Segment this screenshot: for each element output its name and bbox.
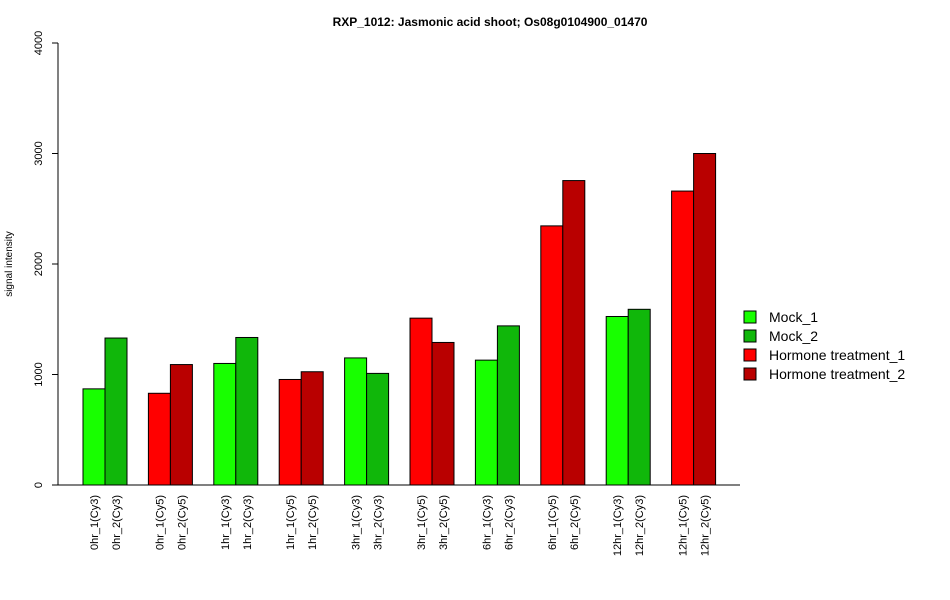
legend: Mock_1 Mock_2 Hormone treatment_1 Hormone t…	[743, 309, 905, 382]
bar	[540, 225, 564, 486]
bar	[213, 362, 237, 486]
bar	[235, 336, 259, 486]
bar	[409, 317, 433, 486]
x-tick-label: 0hr_2(Cy3)	[111, 495, 123, 550]
bar	[693, 153, 717, 486]
bar	[627, 308, 651, 486]
legend-swatch	[743, 367, 757, 381]
y-tick-label: 0	[33, 482, 45, 488]
legend-label: Mock_1	[769, 309, 818, 325]
x-tick-label: 1hr_2(Cy5)	[307, 495, 319, 550]
legend-swatch	[743, 310, 757, 324]
bar	[431, 341, 455, 486]
legend-label: Hormone treatment_2	[769, 366, 905, 382]
x-tick-label: 3hr_1(Cy3)	[351, 495, 363, 550]
x-tick-label: 12hr_1(Cy3)	[612, 495, 624, 556]
bar	[344, 357, 368, 486]
x-tick-label: 3hr_2(Cy3)	[373, 495, 385, 550]
bar	[147, 392, 171, 486]
y-axis: 0 1000 2000 3000 4000	[33, 31, 59, 488]
x-tick-label: 0hr_1(Cy3)	[89, 495, 101, 550]
y-axis-label: signal intensity	[4, 231, 15, 297]
bar	[605, 315, 629, 486]
bar	[300, 371, 324, 486]
chart-title: RXP_1012: Jasmonic acid shoot; Os08g0104…	[333, 15, 648, 29]
bar	[104, 337, 128, 486]
x-tick-label: 6hr_2(Cy3)	[503, 495, 515, 550]
x-tick-label: 12hr_1(Cy5)	[678, 495, 690, 556]
x-tick-label: 3hr_1(Cy5)	[416, 495, 428, 550]
y-tick-label: 3000	[33, 141, 45, 165]
bar	[562, 180, 586, 486]
x-tick-label: 12hr_2(Cy5)	[700, 495, 712, 556]
x-tick-label: 1hr_1(Cy5)	[285, 495, 297, 550]
legend-label: Mock_2	[769, 328, 818, 344]
legend-swatch	[743, 329, 757, 343]
bar	[82, 388, 106, 486]
legend-swatch	[743, 348, 757, 362]
x-tick-label: 3hr_2(Cy5)	[438, 495, 450, 550]
bar	[366, 372, 390, 486]
bar	[278, 378, 302, 486]
x-tick-labels: 0hr_1(Cy3) 0hr_2(Cy3) 0hr_1(Cy5) 0hr_2(Cy5)…	[89, 495, 712, 556]
y-tick-label: 2000	[33, 252, 45, 276]
bar	[671, 190, 695, 486]
bar	[496, 325, 520, 486]
x-tick-label: 6hr_1(Cy3)	[481, 495, 493, 550]
x-tick-label: 0hr_2(Cy5)	[176, 495, 188, 550]
bar	[474, 359, 498, 486]
y-tick-label: 1000	[33, 362, 45, 386]
x-tick-label: 6hr_2(Cy5)	[569, 495, 581, 550]
bars-group	[82, 153, 717, 486]
bar	[169, 364, 193, 486]
x-tick-label: 12hr_2(Cy3)	[634, 495, 646, 556]
legend-label: Hormone treatment_1	[769, 347, 905, 363]
y-tick-label: 4000	[33, 31, 45, 55]
x-tick-label: 1hr_1(Cy3)	[220, 495, 232, 550]
x-tick-label: 6hr_1(Cy5)	[547, 495, 559, 550]
x-tick-label: 0hr_1(Cy5)	[154, 495, 166, 550]
x-tick-label: 1hr_2(Cy3)	[242, 495, 254, 550]
